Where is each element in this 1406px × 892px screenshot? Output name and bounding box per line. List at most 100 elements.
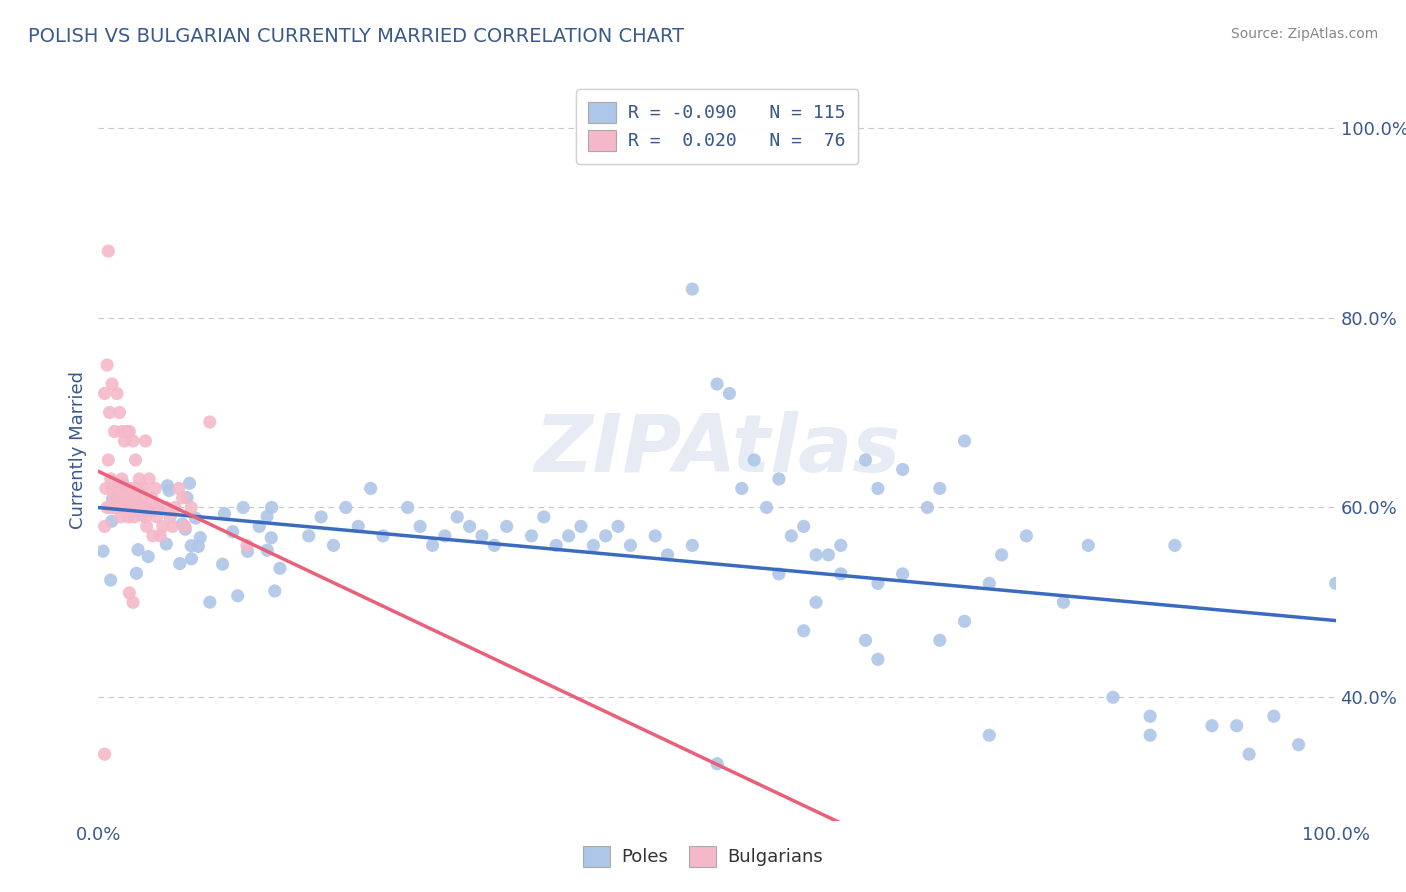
Point — [236, 538, 259, 552]
Point — [104, 500, 127, 515]
Point — [112, 434, 135, 448]
Point — [101, 491, 124, 506]
Legend: Poles, Bulgarians: Poles, Bulgarians — [575, 838, 831, 874]
Point — [103, 425, 125, 439]
Point — [595, 529, 617, 543]
Point — [165, 500, 187, 515]
Point — [322, 538, 344, 552]
Point — [152, 519, 174, 533]
Point — [793, 624, 815, 638]
Point — [546, 538, 568, 552]
Point — [260, 500, 283, 515]
Point — [1263, 709, 1285, 723]
Point — [121, 482, 143, 496]
Point — [96, 358, 118, 372]
Point — [793, 519, 815, 533]
Point — [141, 504, 163, 518]
Point — [928, 482, 950, 496]
Point — [681, 538, 703, 552]
Point — [768, 472, 790, 486]
Point — [446, 509, 468, 524]
Point — [742, 453, 765, 467]
Point — [97, 244, 120, 259]
Point — [131, 491, 153, 505]
Point — [118, 425, 141, 439]
Point — [830, 538, 852, 552]
Point — [101, 482, 124, 496]
Point — [187, 540, 209, 554]
Point — [108, 405, 131, 419]
Point — [298, 529, 321, 543]
Point — [108, 500, 131, 515]
Point — [953, 615, 976, 629]
Point — [124, 509, 146, 524]
Point — [124, 491, 146, 505]
Point — [780, 529, 803, 543]
Point — [122, 434, 145, 448]
Point — [1077, 538, 1099, 552]
Point — [232, 500, 254, 515]
Point — [142, 529, 165, 543]
Point — [247, 519, 270, 533]
Point — [120, 491, 142, 505]
Point — [198, 415, 221, 429]
Point — [146, 500, 169, 515]
Point — [309, 509, 332, 524]
Text: POLISH VS BULGARIAN CURRENTLY MARRIED CORRELATION CHART: POLISH VS BULGARIAN CURRENTLY MARRIED CO… — [28, 27, 685, 45]
Point — [236, 544, 259, 558]
Point — [110, 509, 132, 524]
Point — [582, 538, 605, 552]
Point — [100, 472, 122, 486]
Point — [347, 519, 370, 533]
Point — [162, 519, 184, 533]
Point — [122, 595, 145, 609]
Point — [93, 747, 115, 762]
Point — [118, 586, 141, 600]
Point — [855, 633, 877, 648]
Point — [184, 511, 207, 525]
Point — [103, 500, 125, 515]
Legend: R = -0.090   N = 115, R =  0.020   N =  76: R = -0.090 N = 115, R = 0.020 N = 76 — [576, 89, 858, 163]
Point — [990, 548, 1012, 562]
Point — [115, 425, 138, 439]
Point — [134, 500, 156, 515]
Point — [1139, 728, 1161, 742]
Point — [132, 482, 155, 496]
Point — [433, 529, 456, 543]
Point — [619, 538, 641, 552]
Point — [101, 377, 124, 392]
Point — [155, 500, 177, 515]
Point — [1164, 538, 1187, 552]
Point — [136, 549, 159, 564]
Point — [169, 557, 191, 571]
Point — [157, 483, 180, 498]
Point — [891, 462, 914, 476]
Point — [100, 573, 122, 587]
Point — [124, 453, 146, 467]
Point — [111, 425, 134, 439]
Point — [91, 544, 114, 558]
Point — [167, 482, 190, 496]
Point — [471, 529, 494, 543]
Point — [111, 472, 134, 486]
Point — [105, 482, 128, 496]
Point — [143, 482, 166, 496]
Point — [139, 500, 162, 515]
Point — [159, 509, 181, 524]
Point — [335, 500, 357, 515]
Point — [706, 756, 728, 771]
Point — [495, 519, 517, 533]
Point — [256, 509, 278, 524]
Point — [180, 539, 202, 553]
Point — [156, 479, 179, 493]
Point — [657, 548, 679, 562]
Point — [118, 500, 141, 515]
Point — [755, 500, 778, 515]
Point — [1288, 738, 1310, 752]
Point — [260, 531, 283, 545]
Point — [520, 529, 543, 543]
Point — [129, 508, 152, 522]
Point — [174, 519, 197, 533]
Point — [360, 482, 382, 496]
Point — [155, 537, 177, 551]
